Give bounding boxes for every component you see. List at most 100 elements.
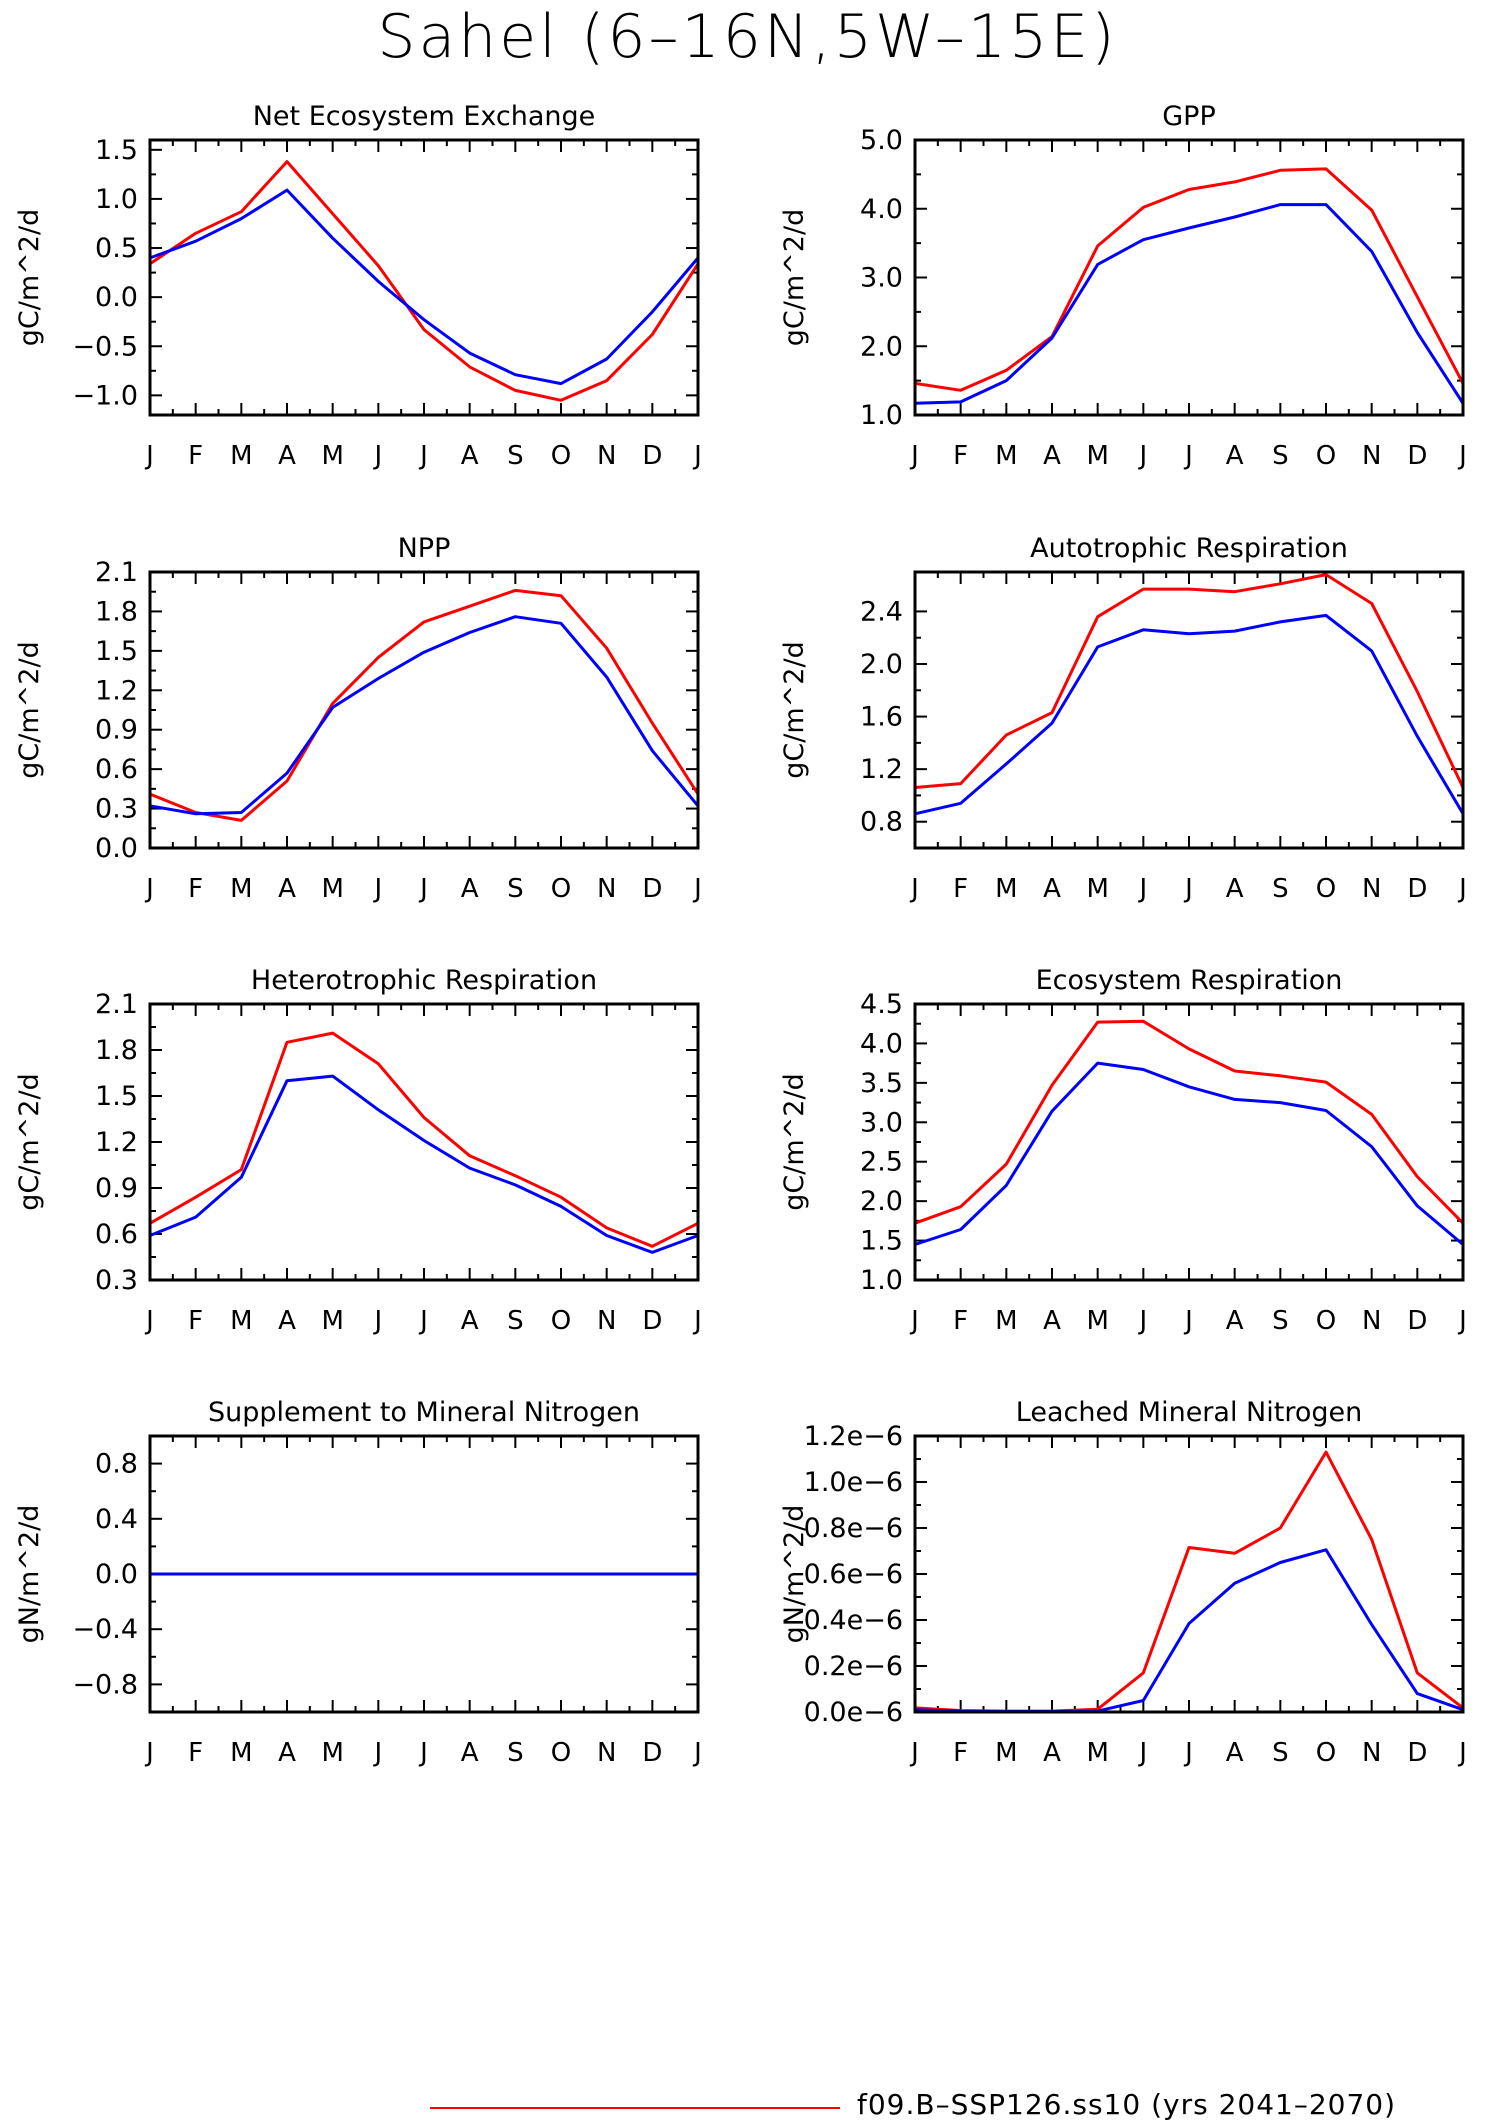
series-line-red (149, 588, 700, 822)
x-tick-label: S (507, 874, 524, 904)
y-tick-label: 0.6 (95, 754, 138, 785)
panel-title: Supplement to Mineral Nitrogen (208, 1397, 640, 1428)
y-axis-label: gN/m^2/d (779, 1505, 810, 1644)
x-tick-label: F (953, 1306, 968, 1336)
x-tick-label: O (551, 874, 571, 904)
x-tick-label: S (507, 1738, 524, 1768)
x-tick-label: O (551, 1306, 571, 1336)
y-tick-label: 3.0 (860, 263, 903, 294)
x-tick-label: M (1086, 1306, 1108, 1336)
legend-line-red (430, 2107, 840, 2109)
y-tick-label: −0.5 (72, 331, 138, 362)
x-tick-label: J (1457, 874, 1467, 904)
panel-title: Net Ecosystem Exchange (253, 101, 596, 132)
series-line-red (149, 160, 700, 402)
x-tick-label: M (230, 441, 252, 471)
x-tick-label: N (597, 874, 616, 904)
y-tick-label: 1.0 (860, 1265, 903, 1296)
x-tick-label: F (188, 874, 203, 904)
series-line-red (914, 167, 1465, 392)
panel-title: Autotrophic Respiration (1030, 533, 1348, 564)
chart-panel-5: J F M A M J J A S O N D J0.30.60.91.21.51.82.1gC/m^2… (14, 965, 702, 1336)
x-tick-label: J (144, 1306, 154, 1336)
chart-panel-3: J F M A M J J A S O N D J0.00.30.60.91.21.51.82.1gC/… (14, 533, 702, 904)
y-tick-label: 0.2e−6 (804, 1651, 903, 1682)
x-tick-label: M (230, 1306, 252, 1336)
x-tick-label: J (144, 1738, 154, 1768)
x-tick-label: A (278, 1306, 296, 1336)
y-tick-label: 2.1 (95, 557, 138, 588)
x-tick-label: A (461, 874, 479, 904)
x-tick-label: A (1226, 441, 1244, 471)
y-tick-label: 1.5 (95, 1081, 138, 1112)
y-axis-label: gC/m^2/d (14, 209, 45, 346)
y-tick-label: 0.4e−6 (804, 1605, 903, 1636)
x-tick-label: S (507, 1306, 524, 1336)
x-tick-label: F (953, 874, 968, 904)
y-tick-label: 0.4 (95, 1504, 138, 1535)
x-tick-label: A (1226, 874, 1244, 904)
panel-title: GPP (1162, 101, 1216, 132)
series-line-blue (149, 615, 700, 816)
x-tick-label: J (692, 1306, 702, 1336)
y-axis-label: gN/m^2/d (14, 1505, 45, 1644)
series-line-red (914, 1019, 1465, 1225)
x-tick-label: N (1362, 1738, 1381, 1768)
y-tick-label: 0.8 (95, 1449, 138, 1480)
x-tick-label: M (321, 441, 343, 471)
x-tick-label: N (597, 1306, 616, 1336)
x-tick-label: S (1272, 1306, 1289, 1336)
y-tick-label: 0.6e−6 (804, 1559, 903, 1590)
x-tick-label: J (418, 441, 428, 471)
x-tick-label: M (321, 1306, 343, 1336)
y-tick-label: 0.6 (95, 1219, 138, 1250)
panel-title: Ecosystem Respiration (1036, 965, 1343, 996)
x-tick-label: F (953, 1738, 968, 1768)
y-tick-label: 0.0e−6 (804, 1697, 903, 1728)
x-tick-label: J (909, 1738, 919, 1768)
y-tick-label: 1.6 (860, 702, 903, 733)
y-tick-label: 2.4 (860, 596, 903, 627)
plot-frame (913, 1434, 1465, 1714)
x-tick-label: N (1362, 441, 1381, 471)
x-tick-label: J (1183, 874, 1193, 904)
x-tick-label: J (692, 874, 702, 904)
y-tick-label: 4.0 (860, 194, 903, 225)
x-tick-label: S (507, 441, 524, 471)
x-tick-label: J (1183, 441, 1193, 471)
plot-frame (148, 570, 700, 850)
y-tick-label: 2.5 (860, 1147, 903, 1178)
y-tick-label: 3.0 (860, 1107, 903, 1138)
series-line-red (149, 1031, 699, 1248)
chart-panel-1: J F M A M J J A S O N D J−1.0−0.50.00.51.01.5gC/m^2/… (14, 101, 702, 471)
y-tick-label: −1.0 (72, 380, 138, 411)
y-tick-label: 2.0 (860, 1186, 903, 1217)
y-tick-label: 0.3 (95, 1265, 138, 1296)
y-tick-label: 1.0e−6 (804, 1467, 903, 1498)
y-tick-label: 1.2 (860, 754, 903, 785)
y-tick-label: 2.1 (95, 989, 138, 1020)
x-tick-label: O (1316, 1738, 1336, 1768)
x-tick-label: M (1086, 441, 1108, 471)
x-tick-label: J (1137, 874, 1147, 904)
x-tick-label: F (188, 1738, 203, 1768)
x-tick-label: M (230, 1738, 252, 1768)
series-line-red (914, 1450, 1464, 1713)
x-tick-label: D (642, 1306, 662, 1336)
x-tick-label: J (418, 1306, 428, 1336)
x-tick-label: M (1086, 874, 1108, 904)
y-tick-label: 0.0 (95, 833, 138, 864)
x-tick-label: J (1183, 1306, 1193, 1336)
x-tick-label: F (188, 1306, 203, 1336)
x-tick-label: A (461, 1738, 479, 1768)
y-axis-label: gC/m^2/d (779, 209, 810, 346)
y-axis-label: gC/m^2/d (14, 641, 45, 778)
plot-frame (148, 1434, 700, 1714)
y-tick-label: 4.5 (860, 989, 903, 1020)
series-line-blue (149, 1074, 699, 1254)
x-tick-label: J (144, 874, 154, 904)
x-tick-label: J (1457, 441, 1467, 471)
chart-panel-4: J F M A M J J A S O N D J0.81.21.62.02.4gC/m^2/dAuto… (779, 533, 1467, 904)
x-tick-label: O (551, 1738, 571, 1768)
